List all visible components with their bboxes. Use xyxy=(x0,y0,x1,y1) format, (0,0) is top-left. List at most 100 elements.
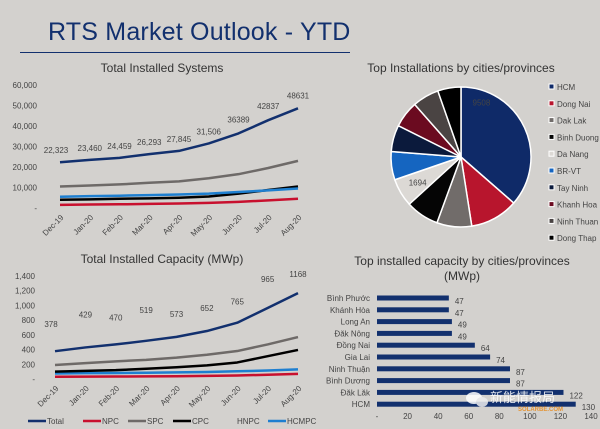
x-tick-label: Aug-20 xyxy=(279,213,304,238)
page-title: RTS Market Outlook - YTD xyxy=(48,18,351,46)
category-label: Bình Dương xyxy=(326,377,370,386)
legend-label: HNPC xyxy=(237,417,260,426)
chart-title: Top Installations by cities/provinces xyxy=(367,61,554,75)
legend-swatch xyxy=(548,234,555,241)
data-label: 47 xyxy=(455,309,464,318)
data-label: 64 xyxy=(481,344,490,353)
data-label: 378 xyxy=(44,320,58,329)
x-tick-label: May-20 xyxy=(187,384,213,410)
pie-slice-hcm xyxy=(460,86,532,205)
y-tick-label: 600 xyxy=(22,331,36,340)
series-line-hcmpc xyxy=(54,368,299,375)
data-label: 765 xyxy=(231,298,245,307)
data-label: 519 xyxy=(139,306,153,315)
x-tick-label: 40 xyxy=(434,412,443,421)
data-label: 1168 xyxy=(289,270,307,279)
title-divider xyxy=(20,52,350,53)
legend-swatch xyxy=(548,133,555,140)
x-tick-label: - xyxy=(376,412,379,421)
legend-label: NPC xyxy=(102,417,119,426)
category-label: Khánh Hòa xyxy=(330,306,371,315)
y-tick-label: 1,000 xyxy=(15,301,36,310)
x-tick-label: Jul-20 xyxy=(252,213,274,235)
x-tick-label: Feb-20 xyxy=(101,213,126,238)
chart-title: Total Installed Capacity (MWp) xyxy=(81,252,244,266)
data-label: 652 xyxy=(200,304,214,313)
legend-label: CPC xyxy=(192,417,209,426)
legend-swatch xyxy=(548,150,555,157)
x-tick-label: Feb-20 xyxy=(97,384,122,409)
chart-title-line2: (MWp) xyxy=(444,269,480,283)
watermark-sub: SOLARBE.COM xyxy=(518,407,563,413)
series-line-cpc xyxy=(59,185,299,202)
x-tick-label: Jan-20 xyxy=(71,213,95,237)
legend-label: Total xyxy=(47,417,64,426)
legend-label: Dong Nai xyxy=(557,100,591,109)
data-label: 9508 xyxy=(473,98,491,107)
data-label: 49 xyxy=(458,321,467,330)
y-tick-label: 50,000 xyxy=(13,102,38,111)
x-tick-label: 20 xyxy=(403,412,412,421)
series-line-spc xyxy=(54,335,299,367)
data-label: 470 xyxy=(109,313,123,322)
category-label: HCM xyxy=(352,400,371,409)
bar xyxy=(377,295,449,301)
y-tick-label: 20,000 xyxy=(13,163,38,172)
chart-title: Top installed capacity by cities/provinc… xyxy=(354,254,569,268)
series-line-spc xyxy=(59,159,299,188)
series-line-total xyxy=(54,291,299,353)
series-line-cpc xyxy=(54,348,299,373)
category-label: Đăk Lăk xyxy=(341,388,371,397)
x-tick-label: Apr-20 xyxy=(159,384,183,408)
legend-label: Dong Thap xyxy=(557,234,597,243)
series-line-npc xyxy=(59,197,299,207)
legend-swatch xyxy=(548,184,555,191)
data-label: 49 xyxy=(458,332,467,341)
category-label: Đồng Nai xyxy=(337,341,371,350)
data-label: 47 xyxy=(455,297,464,306)
y-tick-label: - xyxy=(32,375,35,384)
pie-slice-dong-thap xyxy=(436,86,462,158)
x-tick-label: Jun-20 xyxy=(220,213,244,237)
legend-label: Binh Duong xyxy=(557,133,599,142)
y-tick-label: 30,000 xyxy=(13,143,38,152)
series-line-total xyxy=(59,107,299,164)
data-label: 24,459 xyxy=(107,142,132,151)
legend-label: HCMPC xyxy=(287,417,317,426)
data-label: 87 xyxy=(516,368,525,377)
chart-title: Total Installed Systems xyxy=(101,61,224,75)
y-tick-label: 10,000 xyxy=(13,184,38,193)
data-label: 23,460 xyxy=(78,144,103,153)
legend-label: HCM xyxy=(557,83,576,92)
data-label: 1694 xyxy=(409,179,427,188)
bar xyxy=(377,342,475,348)
x-tick-label: Dec-19 xyxy=(36,384,61,409)
y-tick-label: 800 xyxy=(22,316,36,325)
bar xyxy=(377,330,452,336)
x-tick-label: Apr-20 xyxy=(161,213,185,237)
data-label: 31,506 xyxy=(197,127,222,136)
category-label: Ninh Thuận xyxy=(329,365,370,374)
chart-systems: Total Installed Systems - 10,000 20,000 30,0… xyxy=(13,61,310,238)
legend-swatch xyxy=(548,217,555,224)
bar xyxy=(377,366,510,372)
chart-pie: Top Installations by cities/provinces 950… xyxy=(367,61,599,243)
x-tick-label: Jun-20 xyxy=(219,384,243,408)
bar xyxy=(377,401,576,407)
wechat-logo-icon xyxy=(476,397,488,407)
legend-swatch xyxy=(548,201,555,208)
data-label: 122 xyxy=(569,391,583,400)
bar xyxy=(377,307,449,313)
data-label: 130 xyxy=(582,403,596,412)
category-label: Gia Lai xyxy=(345,353,371,362)
chart-capacity: Total Installed Capacity (MWp) - 200 400 600… xyxy=(15,252,317,426)
x-tick-label: 60 xyxy=(464,412,473,421)
legend-swatch xyxy=(548,83,555,90)
watermark-text: 新能情报局 xyxy=(490,390,555,405)
legend-label: Khanh Hoa xyxy=(557,201,598,210)
data-label: 42837 xyxy=(257,102,280,111)
data-label: 573 xyxy=(170,310,184,319)
x-tick-label: Mar-20 xyxy=(130,213,155,238)
data-label: 429 xyxy=(79,310,93,319)
bar xyxy=(377,319,452,325)
